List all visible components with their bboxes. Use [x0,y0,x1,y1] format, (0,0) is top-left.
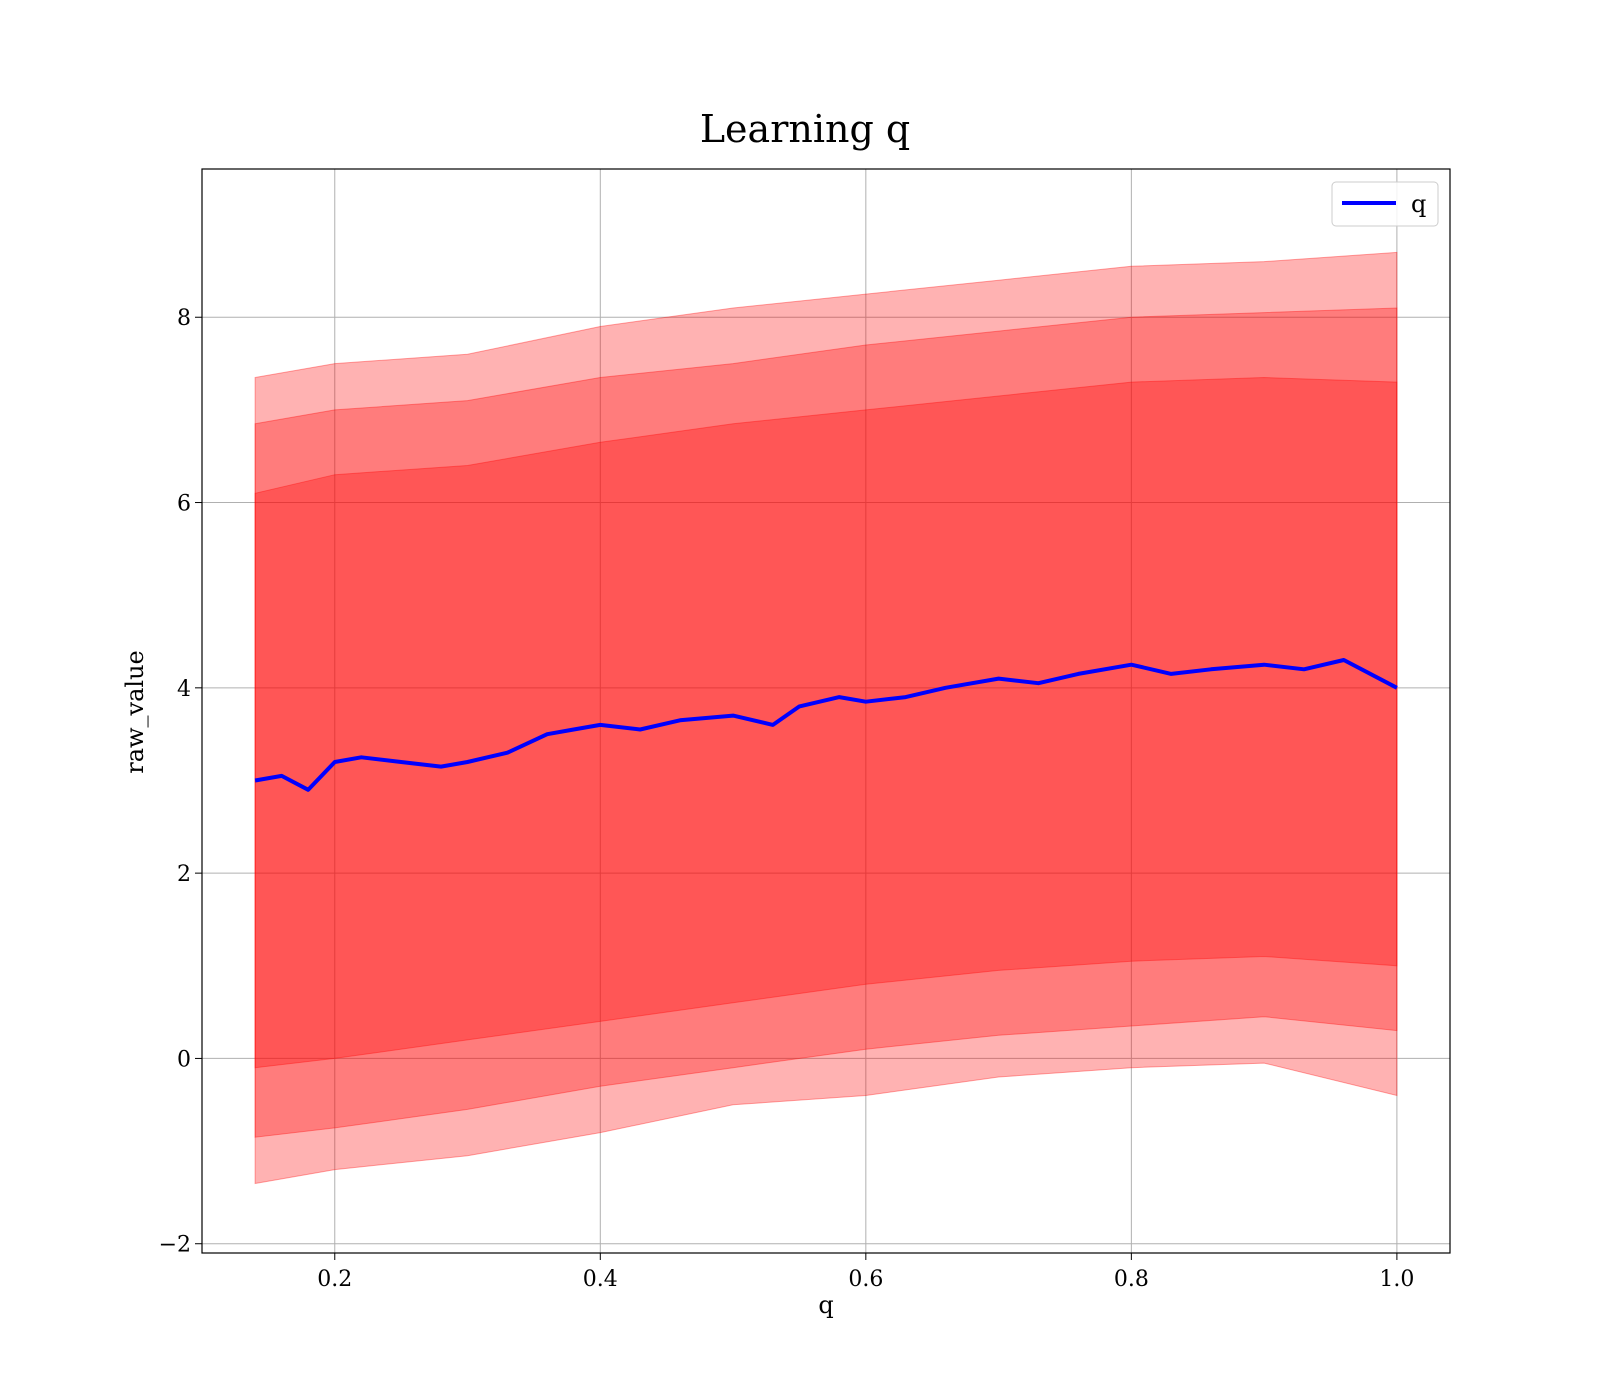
plot-frame [201,168,1451,1254]
x-tick-label: 0.8 [1114,1267,1149,1292]
legend: q [1331,181,1439,227]
series-lines [254,658,1398,792]
confidence-band-1 [254,251,1398,1185]
x-axis-label: q [818,1291,833,1319]
confidence-bands [254,251,1398,1185]
legend-label: q [1411,190,1426,218]
x-tick-label: 0.2 [317,1267,352,1292]
x-tick-label: 0.6 [848,1267,883,1292]
y-tick-label: 0 [177,1047,191,1072]
y-tick-label: 6 [177,492,191,517]
x-axis-ticks: 0.2 0.4 0.6 0.8 1.0 [317,1253,1414,1292]
y-tick-label: 8 [177,306,191,331]
y-tick-label: 4 [177,677,191,702]
y-axis-ticks: −2 0 2 4 6 8 [159,306,202,1258]
chart-title: Learning q [700,107,910,151]
y-axis-label: raw_value [121,650,149,774]
confidence-band-3 [254,376,1398,1069]
y-tick-label: −2 [159,1233,191,1258]
y-tick-label: 2 [177,862,191,887]
series-line-q [254,658,1398,792]
grid [202,169,1450,1253]
x-tick-label: 0.4 [583,1267,618,1292]
x-tick-label: 1.0 [1379,1267,1414,1292]
confidence-band-2 [254,307,1398,1138]
